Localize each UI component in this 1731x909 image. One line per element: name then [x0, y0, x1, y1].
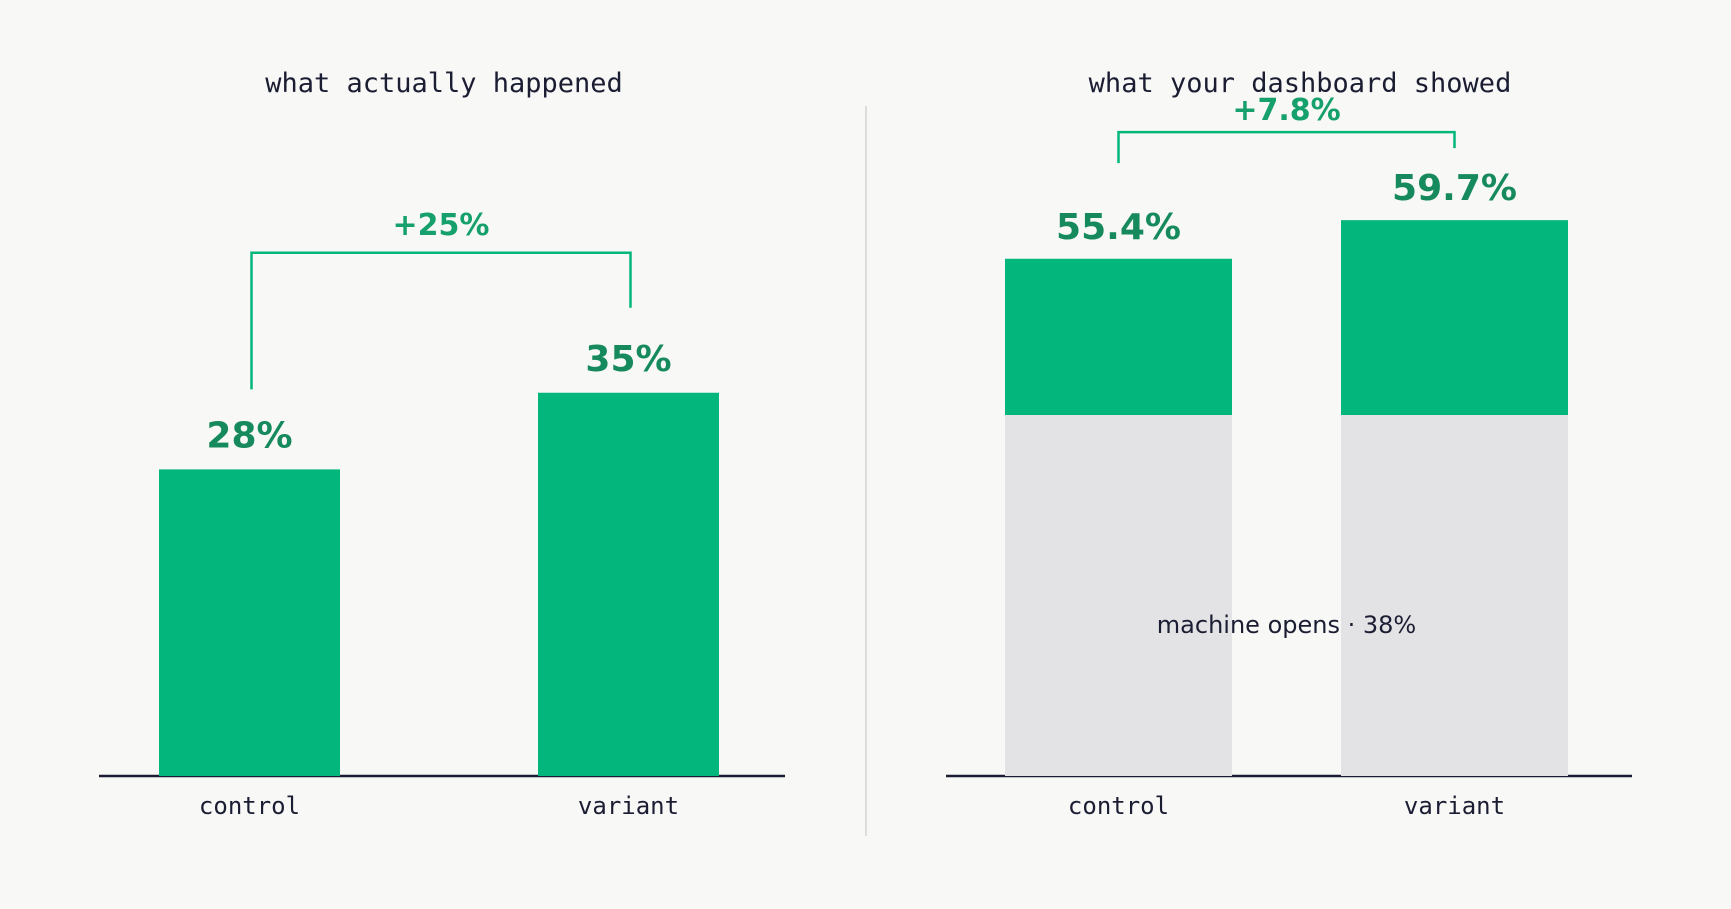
right-category-variant: variant: [1404, 792, 1505, 820]
right-bar-control-real-opens: [1005, 258, 1232, 415]
left-bar-variant: [538, 392, 719, 776]
right-value-label-control: 55.4%: [1056, 207, 1181, 248]
right-chart: 55.4% 59.7% +7.8% machine opens · 38% co…: [946, 93, 1632, 820]
right-bar-variant-real-opens: [1341, 220, 1568, 415]
left-category-control: control: [199, 792, 300, 820]
left-bar-control: [159, 469, 340, 776]
right-bar-control-machine-opens: [1005, 415, 1232, 776]
right-chart-title: what your dashboard showed: [1088, 68, 1512, 99]
left-value-label-control: 28%: [206, 415, 292, 456]
panel-divider: [865, 106, 867, 836]
right-category-control: control: [1068, 792, 1169, 820]
left-chart-title: what actually happened: [265, 68, 623, 99]
right-bar-variant-machine-opens: [1341, 415, 1568, 776]
right-delta-bracket: [1117, 130, 1456, 164]
right-value-label-variant: 59.7%: [1392, 168, 1517, 209]
left-value-label-variant: 35%: [585, 339, 671, 380]
left-chart: 28% 35% +25% control variant: [99, 208, 785, 820]
left-delta-bracket: [250, 251, 632, 390]
left-category-variant: variant: [578, 792, 679, 820]
machine-opens-label: machine opens · 38%: [1157, 611, 1416, 639]
left-delta-label: +25%: [393, 208, 490, 243]
right-delta-label: +7.8%: [1232, 93, 1340, 128]
